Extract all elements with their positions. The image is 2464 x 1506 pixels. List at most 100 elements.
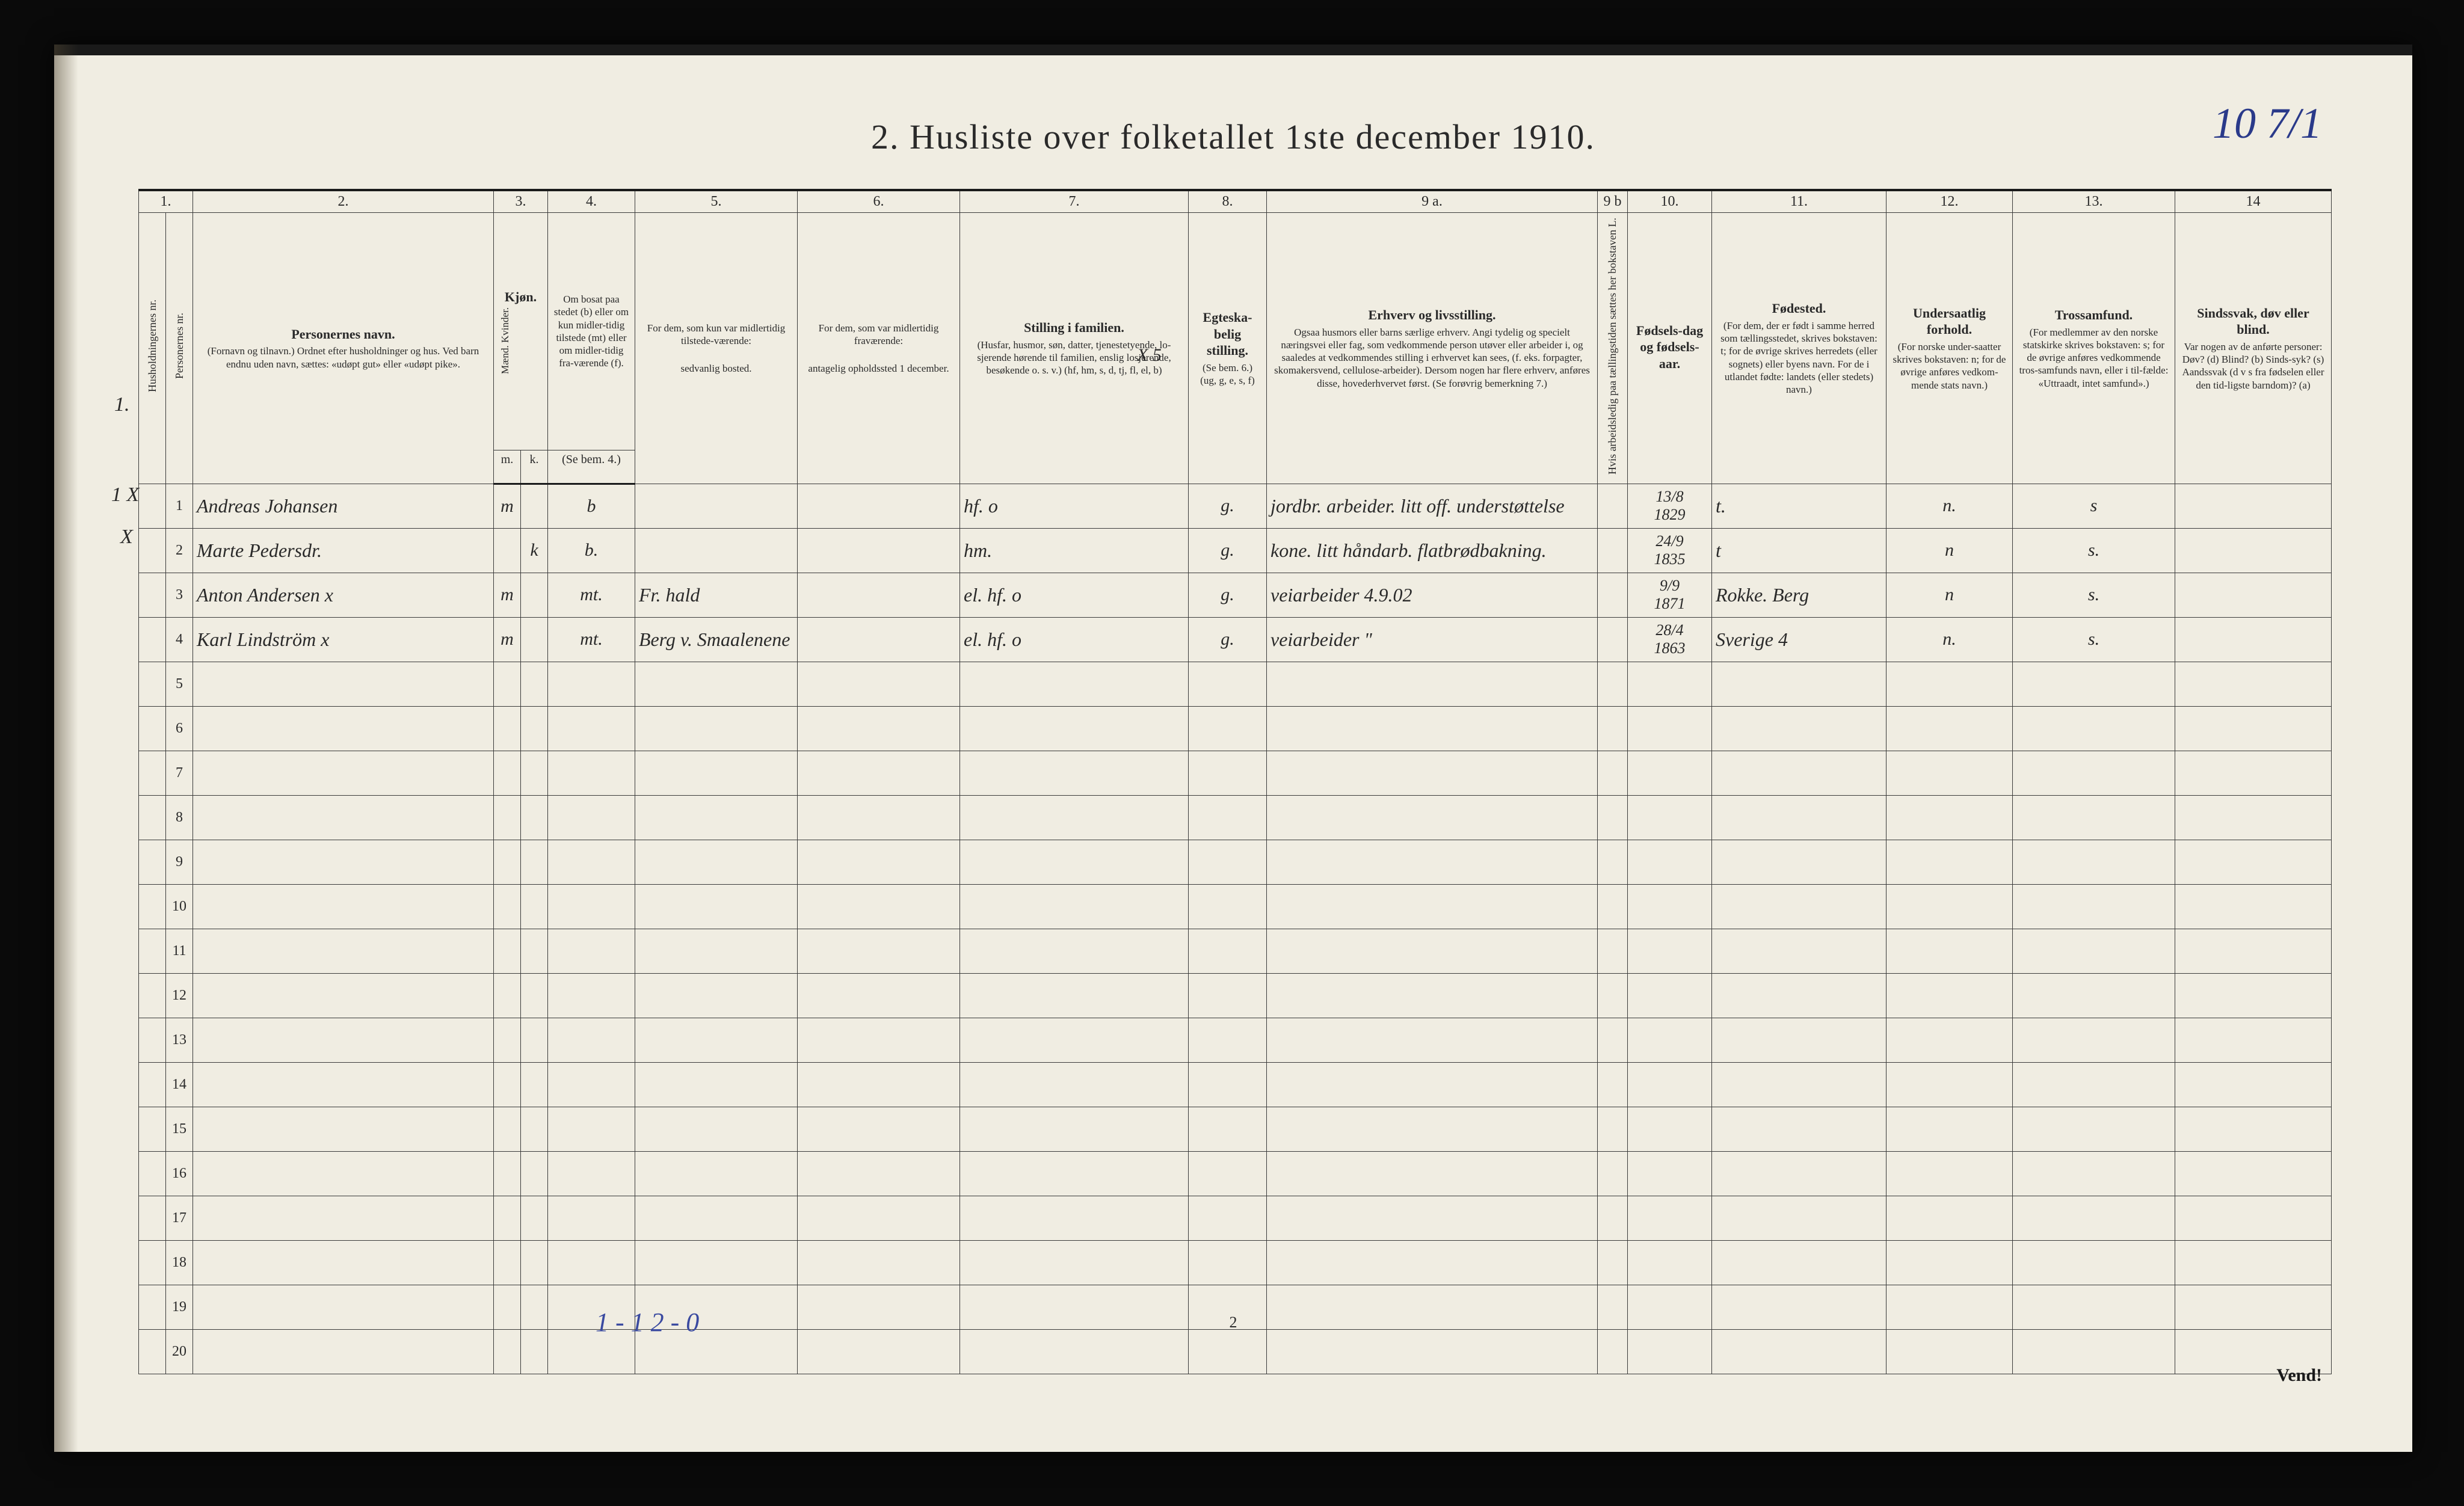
cell-empty bbox=[960, 1107, 1189, 1151]
cell-empty bbox=[1628, 1285, 1712, 1329]
cell-residence: b. bbox=[548, 528, 635, 573]
cell-empty bbox=[193, 1151, 494, 1196]
cell-hnr bbox=[139, 1196, 166, 1240]
margin-note: X bbox=[120, 526, 133, 549]
table-row-empty: 20 bbox=[139, 1329, 2332, 1374]
cell-empty bbox=[548, 1196, 635, 1240]
cell-empty bbox=[1712, 662, 1886, 706]
cell-empty bbox=[1628, 662, 1712, 706]
cell-empty bbox=[635, 1062, 798, 1107]
cell-pnr: 12 bbox=[166, 973, 193, 1018]
cell-empty bbox=[2013, 1196, 2175, 1240]
hdr-unemployed: Hvis arbeidsledig paa tællingstiden sætt… bbox=[1598, 213, 1628, 484]
cell-empty bbox=[521, 929, 548, 973]
cell-empty bbox=[960, 1196, 1189, 1240]
cell-empty bbox=[1712, 751, 1886, 795]
cell-empty bbox=[1189, 662, 1267, 706]
cell-birthplace: Rokke. Berg bbox=[1712, 573, 1886, 617]
cell-empty bbox=[494, 1107, 521, 1151]
cell-empty bbox=[2175, 884, 2332, 929]
cell-occupation: jordbr. arbeider. litt off. understøttel… bbox=[1267, 484, 1598, 528]
cell-residence: mt. bbox=[548, 573, 635, 617]
cell-empty bbox=[635, 1151, 798, 1196]
cell-empty bbox=[635, 751, 798, 795]
cell-empty bbox=[1598, 751, 1628, 795]
cell-empty bbox=[548, 1018, 635, 1062]
cell-empty bbox=[635, 973, 798, 1018]
cell-empty bbox=[521, 1196, 548, 1240]
hdr-num-1: 1. bbox=[139, 190, 193, 213]
table-row-empty: 13 bbox=[139, 1018, 2332, 1062]
cell-empty bbox=[2013, 884, 2175, 929]
cell-temp-absent bbox=[798, 573, 960, 617]
cell-empty bbox=[1628, 706, 1712, 751]
census-page: 10 7/1 2. Husliste over folketallet 1ste… bbox=[54, 45, 2412, 1452]
cell-marital: g. bbox=[1189, 528, 1267, 573]
cell-birth: 9/9 1871 bbox=[1628, 573, 1712, 617]
margin-note: 1. bbox=[114, 393, 130, 416]
cell-empty bbox=[1628, 751, 1712, 795]
page-title: 2. Husliste over folketallet 1ste decemb… bbox=[54, 117, 2412, 157]
cell-empty bbox=[193, 1018, 494, 1062]
cell-empty bbox=[521, 973, 548, 1018]
cell-empty bbox=[2175, 1285, 2332, 1329]
cell-empty bbox=[960, 662, 1189, 706]
cell-nationality: n bbox=[1886, 528, 2013, 573]
cell-sex-k bbox=[521, 617, 548, 662]
cell-empty bbox=[1189, 973, 1267, 1018]
cell-birth: 28/4 1863 bbox=[1628, 617, 1712, 662]
hdr-num-5: 5. bbox=[635, 190, 798, 213]
cell-empty bbox=[2013, 1285, 2175, 1329]
cell-empty bbox=[635, 706, 798, 751]
cell-empty bbox=[1628, 973, 1712, 1018]
margin-note: 1 X bbox=[111, 484, 139, 506]
cell-empty bbox=[1886, 1107, 2013, 1151]
cell-empty bbox=[798, 840, 960, 884]
table-row-empty: 15 bbox=[139, 1107, 2332, 1151]
cell-empty bbox=[635, 884, 798, 929]
cell-empty bbox=[494, 1329, 521, 1374]
cell-birthplace: t bbox=[1712, 528, 1886, 573]
cell-empty bbox=[548, 1151, 635, 1196]
cell-empty bbox=[1598, 1151, 1628, 1196]
cell-hnr bbox=[139, 1329, 166, 1374]
cell-occupation: veiarbeider 4.9.02 bbox=[1267, 573, 1598, 617]
cell-empty bbox=[494, 795, 521, 840]
cell-empty bbox=[1628, 1196, 1712, 1240]
cell-hnr bbox=[139, 1240, 166, 1285]
cell-empty bbox=[494, 1062, 521, 1107]
header-numbers-row: 1. 2. 3. 4. 5. 6. 7. 8. 9 a. 9 b 10. 11.… bbox=[139, 190, 2332, 213]
cell-empty bbox=[1886, 1062, 2013, 1107]
cell-empty bbox=[548, 706, 635, 751]
cell-empty bbox=[1598, 929, 1628, 973]
table-row-empty: 16 bbox=[139, 1151, 2332, 1196]
hdr-sex: Kjøn. Mænd. Kvinder. bbox=[494, 213, 548, 450]
cell-empty bbox=[193, 1240, 494, 1285]
cell-empty bbox=[494, 1196, 521, 1240]
cell-empty bbox=[960, 1240, 1189, 1285]
table-row-empty: 5 bbox=[139, 662, 2332, 706]
cell-empty bbox=[2175, 973, 2332, 1018]
cell-hnr bbox=[139, 484, 166, 528]
cell-nationality: n. bbox=[1886, 617, 2013, 662]
annotation-x5: X 5 bbox=[1137, 345, 1162, 366]
cell-ledig bbox=[1598, 573, 1628, 617]
cell-empty bbox=[193, 1107, 494, 1151]
cell-empty bbox=[1598, 795, 1628, 840]
cell-empty bbox=[798, 929, 960, 973]
cell-empty bbox=[2175, 751, 2332, 795]
cell-pnr: 17 bbox=[166, 1196, 193, 1240]
cell-empty bbox=[521, 1285, 548, 1329]
cell-temp-present: Fr. hald bbox=[635, 573, 798, 617]
cell-sex-m bbox=[494, 528, 521, 573]
cell-empty bbox=[635, 662, 798, 706]
cell-empty bbox=[635, 1240, 798, 1285]
cell-sex-m: m bbox=[494, 573, 521, 617]
cell-empty bbox=[193, 884, 494, 929]
cell-pnr: 20 bbox=[166, 1329, 193, 1374]
hdr-num-3: 3. bbox=[494, 190, 548, 213]
table-row-empty: 8 bbox=[139, 795, 2332, 840]
cell-empty bbox=[798, 973, 960, 1018]
cell-sex-k: k bbox=[521, 528, 548, 573]
cell-empty bbox=[960, 795, 1189, 840]
